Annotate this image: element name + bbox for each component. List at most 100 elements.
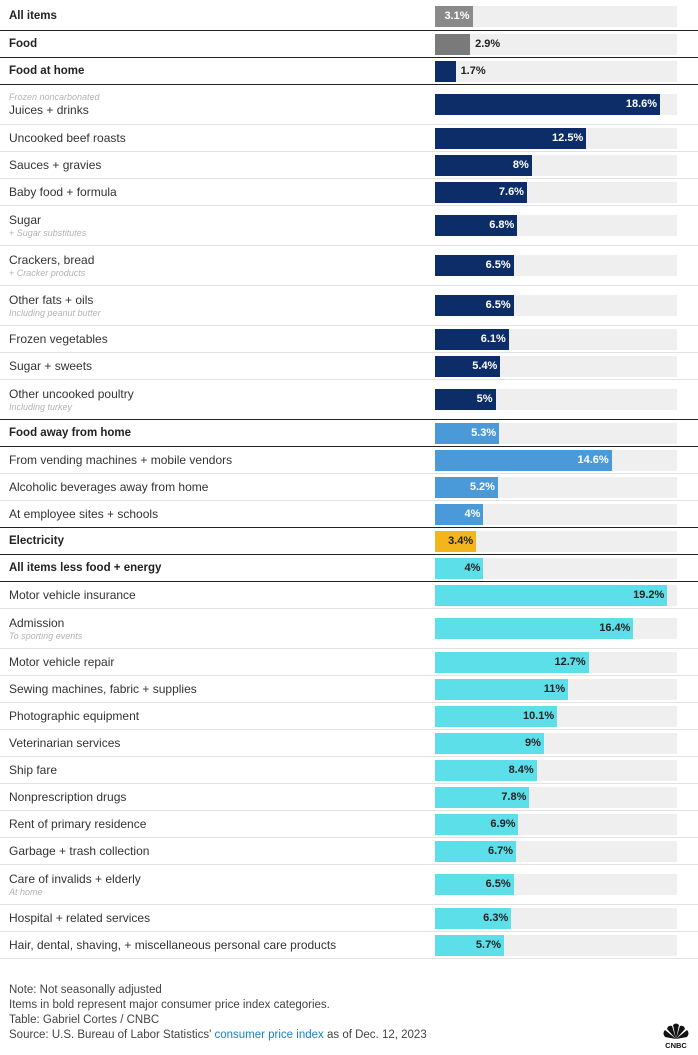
bar-value-label: 4%: [464, 562, 481, 574]
bar-row: Veterinarian services 9%: [0, 729, 698, 756]
bar-value-label: 6.9%: [490, 818, 516, 830]
category-label: Alcoholic beverages away from home: [9, 479, 209, 494]
bar-value-label: 16.4%: [599, 622, 631, 634]
bar-row: Food 2.9%: [0, 30, 698, 57]
bar: [435, 295, 514, 316]
row-label-group: Frozen vegetables: [9, 326, 419, 352]
bar-track: 5.3%: [435, 423, 677, 444]
bar: [435, 679, 569, 700]
bar-value-label: 1.7%: [460, 65, 486, 77]
bar-track: 11%: [435, 679, 677, 700]
row-label-group: Frozen noncarbonated Juices + drinks: [9, 85, 419, 124]
bar-row: Motor vehicle repair 12.7%: [0, 648, 698, 675]
bar-row: Garbage + trash collection 6.7%: [0, 837, 698, 864]
row-label-group: Ship fare: [9, 757, 419, 783]
category-label: Sugar: [9, 213, 42, 227]
bar-value-label: 5.3%: [471, 427, 497, 439]
category-label: Food away from home: [9, 426, 132, 439]
category-label: All items: [9, 10, 57, 22]
bar: [435, 477, 498, 498]
category-label: Baby food + formula: [9, 184, 117, 199]
bar-row: Photographic equipment 10.1%: [0, 702, 698, 729]
bar-track: 6.5%: [435, 295, 677, 316]
bar-row: Other fats + oils Including peanut butter…: [0, 285, 698, 325]
bar-value-label: 8%: [512, 159, 529, 171]
footer-credit: Table: Gabriel Cortes / CNBC: [9, 1014, 160, 1026]
footer-note: Note: Not seasonally adjusted: [9, 984, 162, 996]
bar-value-label: 3.4%: [448, 535, 474, 547]
bar-value-label: 6.3%: [483, 912, 509, 924]
category-note: Frozen noncarbonated: [9, 92, 100, 102]
row-label-group: Motor vehicle insurance: [9, 582, 419, 608]
bar-track: 5.7%: [435, 935, 677, 956]
bar-row: Care of invalids + elderly At home 6.5%: [0, 864, 698, 904]
bar-row: All items less food + energy 4%: [0, 554, 698, 581]
bar-row: Uncooked beef roasts 12.5%: [0, 124, 698, 151]
bar-value-label: 12.5%: [552, 132, 584, 144]
bar: [435, 618, 634, 639]
category-label: Admission: [9, 616, 65, 630]
bar-track: 3.1%: [435, 6, 677, 27]
category-note: Including turkey: [9, 402, 73, 412]
bar-value-label: 7.6%: [498, 186, 524, 198]
bar: [435, 652, 589, 673]
source-suffix: as of Dec. 12, 2023: [323, 1029, 427, 1041]
bar-value-label: 10.1%: [523, 710, 555, 722]
bar-track: 12.7%: [435, 652, 677, 673]
category-label: Ship fare: [9, 762, 58, 777]
bar: [435, 504, 484, 525]
row-label-group: Hospital + related services: [9, 905, 419, 931]
row-label-group: Food: [9, 31, 419, 57]
bar: [435, 874, 514, 895]
bar: [435, 34, 471, 55]
bar-row: At employee sites + schools 4%: [0, 500, 698, 527]
bar-row: Frozen vegetables 6.1%: [0, 325, 698, 352]
bar-value-label: 6.1%: [480, 333, 506, 345]
row-label-group: Food at home: [9, 58, 419, 84]
bar-track: 10.1%: [435, 706, 677, 727]
bar: [435, 329, 509, 350]
bar: [435, 908, 512, 929]
bar-row: Sugar + Sugar substitutes 6.8%: [0, 205, 698, 245]
category-label: Food: [9, 37, 38, 50]
chart-footer: Note: Not seasonally adjusted Items in b…: [9, 983, 427, 1043]
bar-value-label: 5%: [476, 393, 493, 405]
bar-track: 18.6%: [435, 94, 677, 115]
bar-value-label: 5.2%: [469, 481, 495, 493]
bar-track: 4%: [435, 504, 677, 525]
bar-value-label: 5.7%: [475, 939, 501, 951]
category-label: Uncooked beef roasts: [9, 130, 126, 145]
category-label: Motor vehicle repair: [9, 654, 115, 669]
row-label-group: Sugar + sweets: [9, 353, 419, 379]
bar-track: 7.8%: [435, 787, 677, 808]
bar-row: Nonprescription drugs 7.8%: [0, 783, 698, 810]
bar-track: 6.8%: [435, 215, 677, 236]
row-label-group: Admission To sporting events: [9, 609, 419, 648]
bar: [435, 814, 519, 835]
bar-value-label: 6.7%: [488, 845, 514, 857]
bar: [435, 255, 514, 276]
bar-track: 9%: [435, 733, 677, 754]
row-label-group: Garbage + trash collection: [9, 838, 419, 864]
row-label-group: Care of invalids + elderly At home: [9, 865, 419, 904]
category-note: At home: [9, 887, 43, 897]
bar-value-label: 6.5%: [485, 259, 511, 271]
category-label: At employee sites + schools: [9, 506, 159, 521]
row-label-group: From vending machines + mobile vendors: [9, 447, 419, 473]
row-label-group: Hair, dental, shaving, + miscellaneous p…: [9, 932, 419, 958]
bar: [435, 356, 501, 377]
bar-value-label: 8.4%: [508, 764, 534, 776]
bar-track: 5.2%: [435, 477, 677, 498]
source-link[interactable]: consumer price index: [214, 1029, 324, 1041]
bar-row: Baby food + formula 7.6%: [0, 178, 698, 205]
bar-row: From vending machines + mobile vendors 14…: [0, 446, 698, 473]
bar: [435, 94, 661, 115]
bar-track: 19.2%: [435, 585, 677, 606]
category-label: Rent of primary residence: [9, 816, 147, 831]
category-note: Including peanut butter: [9, 308, 101, 318]
row-label-group: Other uncooked poultry Including turkey: [9, 380, 419, 419]
bar: [435, 787, 530, 808]
row-label-group: Nonprescription drugs: [9, 784, 419, 810]
row-label-group: Electricity: [9, 528, 419, 554]
bar: [435, 733, 544, 754]
